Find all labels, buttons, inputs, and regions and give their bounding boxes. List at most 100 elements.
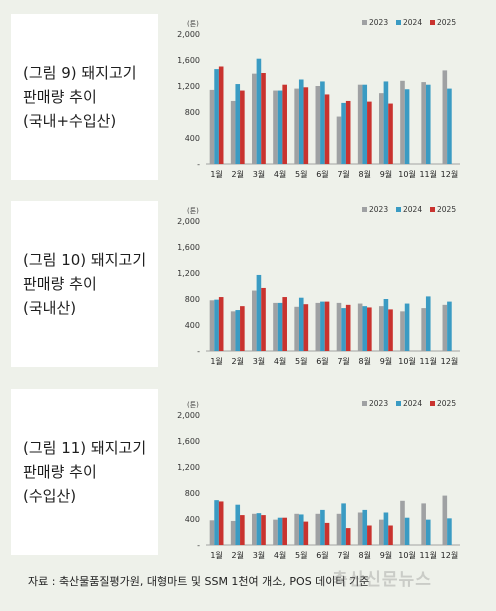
x-tick-label: 12월: [441, 356, 459, 366]
source-note: 자료 : 축산물품질평가원, 대형마트 및 SSM 1천여 개소, POS 데이…: [28, 575, 370, 588]
x-tick-label: 6월: [316, 550, 328, 560]
x-tick-label: 12월: [441, 169, 459, 179]
legend-label: 2025: [437, 18, 456, 27]
bar-chart-svg-3: (톤) - 400 800 1,200 1,600 2,000 2023 2024 2025 1월 2…: [177, 399, 460, 560]
bar-2025: [388, 309, 393, 351]
y-tick-label: 1,600: [177, 243, 200, 252]
bar-2025: [303, 87, 309, 164]
x-tick-label: 2월: [232, 169, 244, 179]
y-tick-label: 1,600: [177, 56, 200, 65]
bar-2024: [235, 84, 241, 164]
bar-chart-2: (톤) - 400 800 1,200 1,600 2,000 2023 2024 2025 1월 2…: [168, 201, 490, 371]
bar-2023: [357, 512, 363, 545]
unit-label: (톤): [187, 207, 199, 215]
bar-2024: [447, 301, 452, 351]
bar-2023: [252, 513, 257, 545]
watermark: 축산신문뉴스: [332, 570, 432, 590]
bar-2025: [367, 307, 372, 351]
x-tick-label: 3월: [253, 169, 265, 179]
bar-2025: [240, 306, 245, 351]
x-tick-label: 3월: [253, 550, 265, 560]
bar-2024: [362, 84, 368, 164]
x-tick-label: 1월: [210, 550, 222, 560]
legend-swatch: [362, 20, 367, 25]
y-tick-label: -: [197, 347, 200, 356]
bar-2024: [425, 296, 431, 351]
bar-2025: [282, 84, 287, 164]
bar-2025: [367, 101, 372, 164]
chart-title-box-3: (그림 11) 돼지고기 판매량 추이 (수입산): [11, 389, 158, 555]
bar-2023: [230, 311, 236, 351]
x-tick-label: 7월: [337, 550, 349, 560]
bar-2024: [298, 297, 304, 351]
bar-2025: [345, 100, 351, 164]
bar-2025: [303, 521, 309, 545]
bar-2023: [230, 100, 236, 164]
legend-label: 2025: [437, 399, 456, 408]
bar-2024: [256, 274, 262, 351]
x-tick-label: 4월: [274, 169, 286, 179]
y-tick-label: 2,000: [177, 217, 200, 226]
x-tick-label: 1월: [210, 356, 222, 366]
legend-label: 2023: [369, 18, 388, 27]
bar-2023: [209, 89, 215, 164]
bar-2023: [294, 306, 299, 351]
bar-2025: [282, 297, 287, 351]
bar-2024: [235, 504, 241, 545]
bar-2024: [277, 302, 283, 351]
bar-2024: [277, 517, 283, 545]
x-tick-label: 11월: [419, 550, 437, 560]
bar-2025: [218, 297, 224, 351]
bar-2023: [294, 513, 299, 545]
bar-2025: [388, 525, 393, 545]
chart-title-3: (그림 11) 돼지고기 판매량 추이 (수입산): [23, 439, 147, 505]
bar-2024: [256, 513, 262, 545]
bar-2024: [404, 517, 410, 545]
x-tick-label: 7월: [337, 169, 349, 179]
bar-2023: [336, 116, 342, 164]
bar-chart-svg-2: (톤) - 400 800 1,200 1,600 2,000 2023 2024 2025 1월 2…: [177, 205, 460, 366]
bar-2024: [447, 88, 452, 164]
bar-2025: [324, 522, 330, 545]
y-tick-label: 400: [185, 134, 200, 143]
legend-swatch: [430, 401, 435, 406]
bar-2025: [367, 525, 372, 545]
bar-2024: [320, 81, 325, 164]
bar-2024: [383, 512, 389, 545]
legend-swatch: [362, 401, 367, 406]
legend-swatch: [430, 20, 435, 25]
bar-2024: [214, 500, 219, 545]
bar-2023: [209, 300, 215, 351]
bar-chart-1: (톤) - 400 800 1,200 1,600 2,000 2023 2024 2025 1월 2…: [168, 14, 490, 184]
bar-2023: [400, 500, 405, 545]
bar-2024: [341, 503, 346, 545]
bar-2023: [421, 308, 426, 351]
legend-swatch: [362, 207, 367, 212]
x-tick-label: 2월: [232, 356, 244, 366]
y-tick-label: 400: [185, 321, 200, 330]
bar-2023: [379, 93, 384, 164]
bar-2024: [404, 89, 410, 164]
y-tick-label: -: [197, 160, 200, 169]
bar-2023: [273, 302, 278, 351]
bar-2023: [315, 513, 321, 545]
bar-2024: [298, 79, 304, 164]
bar-2023: [273, 90, 278, 164]
bar-2024: [341, 308, 346, 351]
x-tick-label: 1월: [210, 169, 222, 179]
bar-2025: [303, 304, 309, 351]
y-tick-label: 2,000: [177, 411, 200, 420]
bar-2024: [383, 299, 389, 351]
bar-2025: [345, 528, 351, 545]
x-tick-label: 9월: [380, 169, 392, 179]
y-tick-label: 1,600: [177, 437, 200, 446]
x-tick-label: 11월: [419, 356, 437, 366]
legend-swatch: [396, 401, 401, 406]
chart-title-box-1: (그림 9) 돼지고기 판매량 추이 (국내+수입산): [11, 14, 158, 180]
x-tick-label: 6월: [316, 169, 328, 179]
x-tick-label: 5월: [295, 169, 307, 179]
x-tick-label: 7월: [337, 356, 349, 366]
legend-label: 2023: [369, 205, 388, 214]
bar-2025: [218, 66, 224, 164]
bar-2023: [357, 84, 363, 164]
